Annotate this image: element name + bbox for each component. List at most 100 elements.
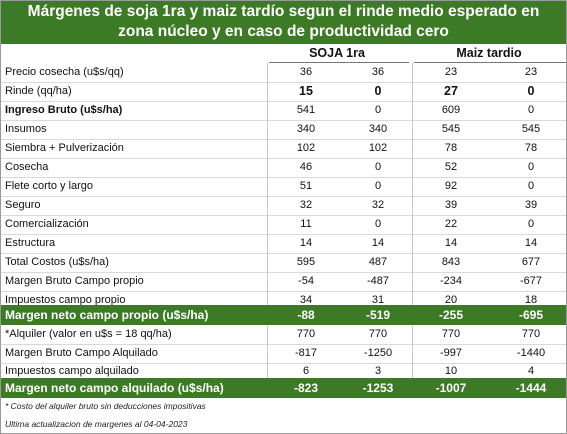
row-label: Impuestos campo alquilado xyxy=(5,365,139,377)
soja-value-2: 770 xyxy=(368,328,388,340)
soja-value-1: 102 xyxy=(296,142,316,154)
soja-value-1: 11 xyxy=(300,218,312,230)
maiz-value-1: 609 xyxy=(441,104,461,116)
maiz-value-2: 545 xyxy=(521,123,541,135)
row-label: Ingreso Bruto (u$s/ha) xyxy=(5,104,123,116)
soja-value-2: 102 xyxy=(368,142,388,154)
soja-value-2: 0 xyxy=(374,218,382,230)
soja-value-2: 0 xyxy=(374,84,382,98)
soja-value-1: 46 xyxy=(299,161,313,173)
header-soja: SOJA 1ra xyxy=(309,46,365,60)
soja-value-2: 32 xyxy=(371,199,385,211)
maiz-value-1: 20 xyxy=(444,294,458,306)
title-line-1: Márgenes de soja 1ra y maiz tardío segun… xyxy=(27,3,540,20)
soja-value-2: -519 xyxy=(365,308,391,322)
row-cosecha: Cosecha 46 0 52 0 xyxy=(1,158,566,178)
row-alquiler: *Alquiler (valor en u$s = 18 qq/ha) 770 … xyxy=(1,325,566,345)
soja-value-2: 487 xyxy=(368,256,388,268)
soja-value-1: 770 xyxy=(296,328,316,340)
header-maiz: Maiz tardio xyxy=(456,46,522,60)
maiz-value-1: 10 xyxy=(444,365,458,377)
maiz-value-2: 0 xyxy=(527,218,535,230)
footnote-alquiler: * Costo del alquiler bruto sin deduccion… xyxy=(5,401,206,411)
soja-value-2: 0 xyxy=(374,104,382,116)
soja-value-2: 0 xyxy=(374,161,382,173)
row-label: Siembra + Pulverización xyxy=(5,142,124,154)
soja-value-1: 6 xyxy=(302,365,310,377)
footnote-actualizacion: Ultima actualizacion de margenes al 04-0… xyxy=(5,419,188,429)
row-comercializacion: Comercialización 11 0 22 0 xyxy=(1,215,566,235)
soja-value-2: 3 xyxy=(374,365,382,377)
maiz-value-1: 770 xyxy=(441,328,461,340)
soja-value-1: 15 xyxy=(299,84,313,98)
soja-value-2: -487 xyxy=(366,275,390,287)
maiz-value-1: -1007 xyxy=(435,381,467,395)
maiz-value-1: -234 xyxy=(439,275,463,287)
maiz-value-1: 23 xyxy=(444,66,458,78)
maiz-value-2: -1444 xyxy=(515,381,547,395)
row-label: Margen Bruto Campo Alquilado xyxy=(5,347,158,359)
soja-value-1: 36 xyxy=(299,66,313,78)
row-ingreso-bruto: Ingreso Bruto (u$s/ha) 541 0 609 0 xyxy=(1,101,566,121)
row-siembra-pulverizacion: Siembra + Pulverización 102 102 78 78 xyxy=(1,139,566,159)
maiz-value-2: -677 xyxy=(519,275,543,287)
row-label: Margen neto campo propio (u$s/ha) xyxy=(5,308,209,322)
row-rinde: Rinde (qq/ha) 15 0 27 0 xyxy=(1,82,566,102)
row-flete: Flete corto y largo 51 0 92 0 xyxy=(1,177,566,197)
soja-value-1: 595 xyxy=(296,256,316,268)
row-label: Comercialización xyxy=(5,218,89,230)
maiz-value-2: 23 xyxy=(524,66,538,78)
row-precio-cosecha: Precio cosecha (u$s/qq) 36 36 23 23 xyxy=(1,63,566,83)
maiz-value-1: 545 xyxy=(441,123,461,135)
row-margen-neto-alquilado: Margen neto campo alquilado (u$s/ha) -82… xyxy=(1,378,566,398)
soja-value-1: 34 xyxy=(299,294,313,306)
soja-value-2: -1253 xyxy=(362,381,394,395)
soja-value-1: -823 xyxy=(293,381,319,395)
row-margen-neto-propio: Margen neto campo propio (u$s/ha) -88 -5… xyxy=(1,305,566,325)
soja-value-1: 14 xyxy=(299,237,313,249)
soja-value-1: 32 xyxy=(299,199,313,211)
maiz-value-2: 39 xyxy=(524,199,538,211)
row-label: Flete corto y largo xyxy=(5,180,94,192)
row-label: Margen neto campo alquilado (u$s/ha) xyxy=(5,381,224,395)
soja-value-1: -54 xyxy=(298,275,314,287)
maiz-value-2: 18 xyxy=(524,294,538,306)
soja-value-2: -1250 xyxy=(363,347,393,359)
maiz-value-2: -695 xyxy=(518,308,544,322)
column-divider-mid xyxy=(412,63,413,305)
soja-value-1: 51 xyxy=(299,180,313,192)
row-total-costos: Total Costos (u$s/ha) 595 487 843 677 xyxy=(1,253,566,273)
maiz-value-1: 39 xyxy=(444,199,458,211)
header-underline-soja xyxy=(269,62,409,63)
maiz-value-2: 770 xyxy=(521,328,541,340)
maiz-value-1: 92 xyxy=(444,180,458,192)
maiz-value-1: -255 xyxy=(438,308,464,322)
row-label: Total Costos (u$s/ha) xyxy=(5,256,109,268)
soja-value-1: -88 xyxy=(297,308,315,322)
column-divider-left-lower xyxy=(267,325,268,378)
row-impuestos-alquilado: Impuestos campo alquilado 6 3 10 4 xyxy=(1,362,566,381)
maiz-value-1: 78 xyxy=(444,142,458,154)
row-label: Margen Bruto Campo propio xyxy=(5,275,144,287)
maiz-value-2: 0 xyxy=(527,104,535,116)
maiz-value-1: -997 xyxy=(439,347,463,359)
row-impuestos-propio: Impuestos campo propio 34 31 20 18 xyxy=(1,291,566,310)
maiz-value-2: -1440 xyxy=(516,347,546,359)
row-insumos: Insumos 340 340 545 545 xyxy=(1,120,566,140)
row-estructura: Estructura 14 14 14 14 xyxy=(1,234,566,254)
maiz-value-2: 14 xyxy=(524,237,538,249)
soja-value-1: 541 xyxy=(296,104,316,116)
maiz-value-2: 4 xyxy=(527,365,535,377)
row-label: Estructura xyxy=(5,237,56,249)
row-label: Impuestos campo propio xyxy=(5,294,126,306)
soja-value-1: 340 xyxy=(296,123,316,135)
row-label: Insumos xyxy=(5,123,47,135)
maiz-value-1: 14 xyxy=(444,237,458,249)
row-label: Cosecha xyxy=(5,161,49,173)
maiz-value-2: 677 xyxy=(521,256,541,268)
soja-value-2: 36 xyxy=(371,66,385,78)
soja-value-2: 14 xyxy=(371,237,385,249)
soja-value-2: 0 xyxy=(374,180,382,192)
maiz-value-1: 843 xyxy=(441,256,461,268)
